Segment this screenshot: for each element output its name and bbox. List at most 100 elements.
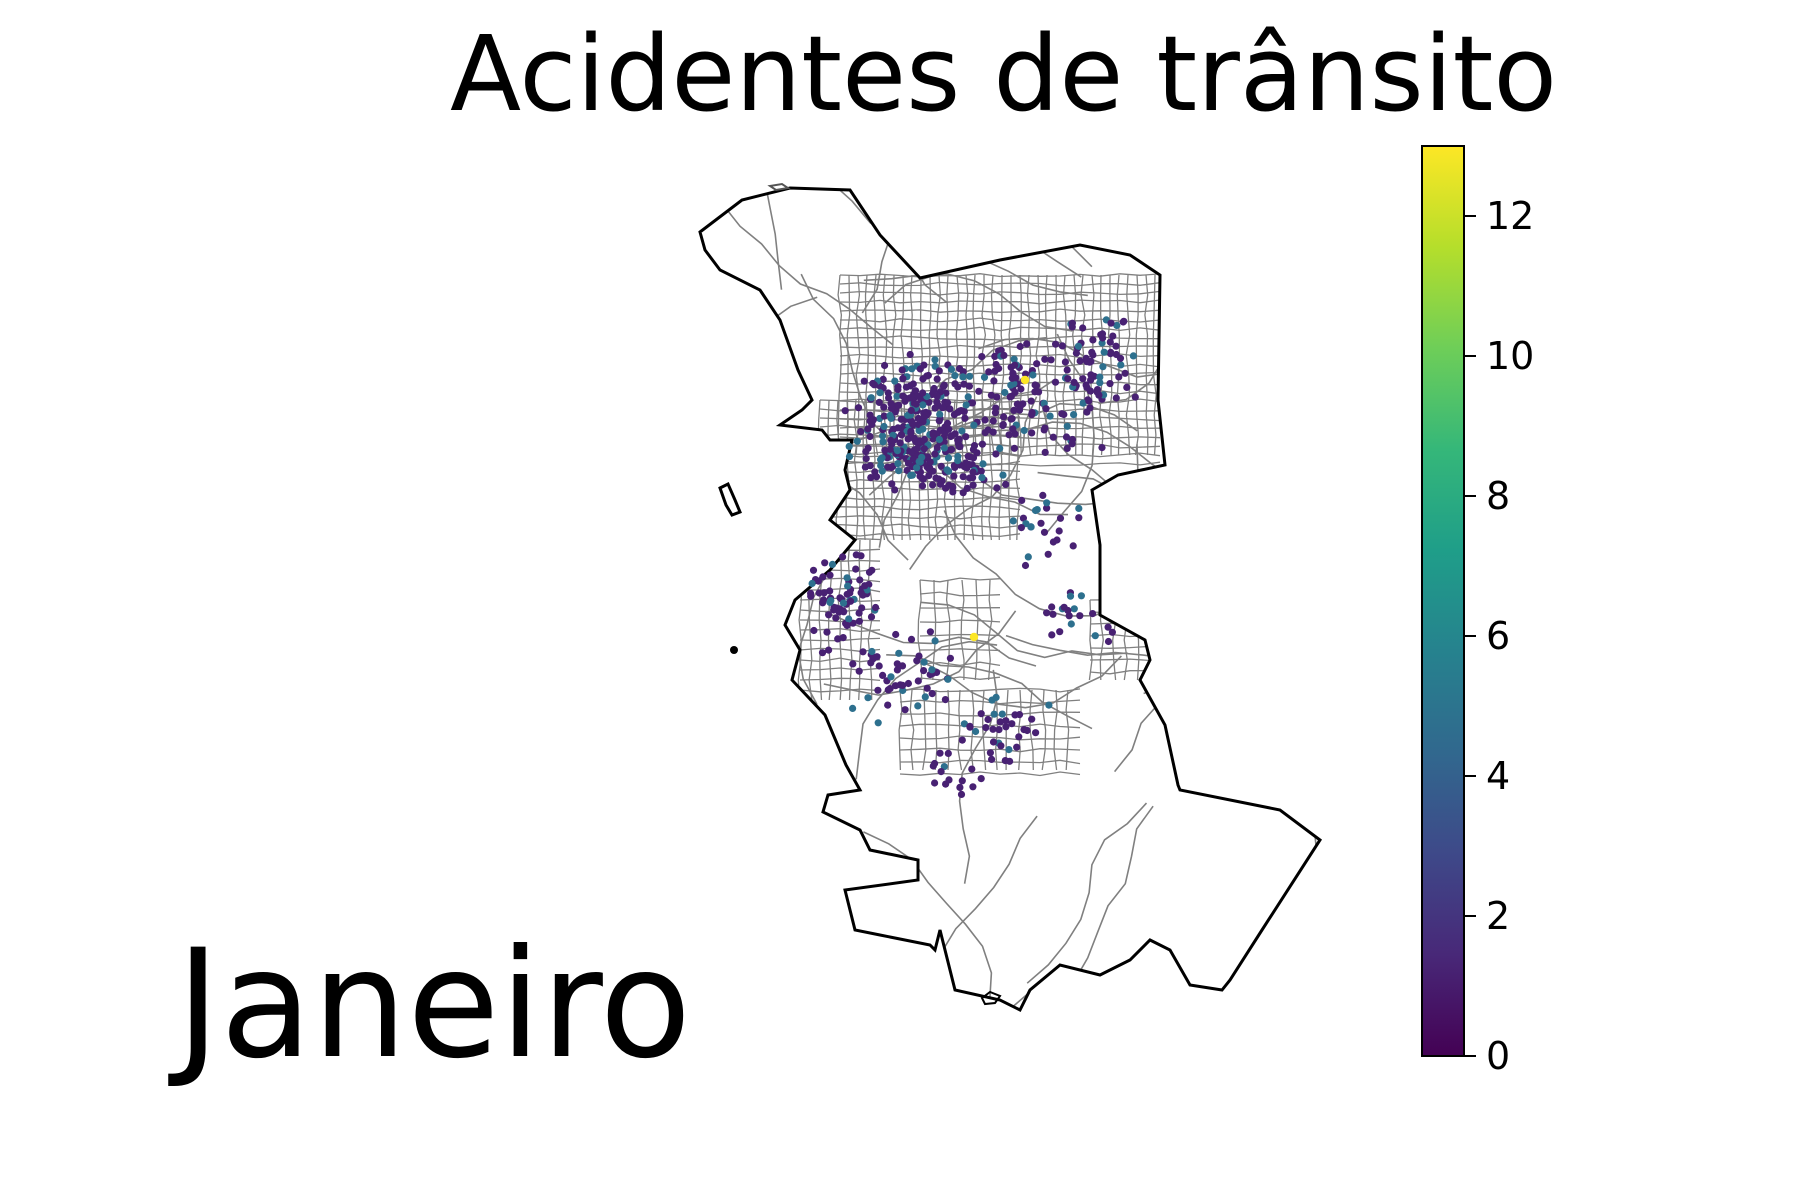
accident-point (1007, 415, 1015, 423)
accident-point (1060, 410, 1068, 419)
accident-point (853, 437, 861, 445)
accident-point (978, 353, 986, 361)
accident-point (937, 462, 945, 470)
accident-point (1043, 609, 1051, 617)
accident-point (944, 749, 952, 758)
accident-point (951, 463, 959, 471)
accident-point (1000, 351, 1008, 359)
accident-point (984, 715, 992, 724)
accident-point (1129, 352, 1137, 360)
accident-point (919, 418, 927, 426)
accident-points (807, 316, 1139, 799)
accident-point (1131, 393, 1139, 401)
accident-point (1028, 715, 1036, 723)
accident-point (895, 467, 903, 475)
accident-point (894, 386, 902, 394)
accident-point (1055, 527, 1063, 535)
road (960, 579, 965, 681)
road (1053, 689, 1058, 771)
road (924, 655, 1122, 709)
accident-point (999, 471, 1007, 479)
island-bottom (980, 990, 1002, 1006)
accident-point (887, 463, 896, 472)
accident-point (828, 560, 837, 569)
accident-point (1021, 561, 1030, 570)
accident-point (935, 417, 943, 425)
accident-point (1123, 383, 1131, 391)
accident-point (961, 414, 969, 422)
accident-point (959, 373, 967, 381)
accident-point (880, 422, 888, 431)
accident-point (819, 573, 827, 581)
road (837, 539, 843, 701)
accident-point (908, 418, 916, 426)
accident-point (919, 401, 927, 409)
road (1149, 350, 1289, 498)
accident-point (990, 377, 998, 385)
accident-point (862, 455, 870, 463)
accident-point (1121, 369, 1129, 377)
accident-point (965, 382, 974, 390)
accident-point (969, 481, 977, 489)
accident-point (872, 603, 880, 612)
accident-point (944, 399, 952, 407)
accident-point (940, 444, 949, 452)
accident-point (1046, 412, 1054, 420)
road (839, 308, 1161, 314)
accident-point (980, 373, 989, 381)
accident-point (1006, 393, 1014, 401)
accident-point (947, 365, 956, 373)
accident-point (992, 693, 1000, 702)
accident-point (931, 404, 939, 412)
road (799, 677, 881, 682)
accident-point (919, 375, 927, 383)
accident-point (993, 393, 1001, 401)
accident-point (854, 404, 863, 412)
accident-point (931, 356, 939, 364)
accident-point (899, 375, 907, 383)
accident-point (886, 411, 894, 420)
accident-point (989, 738, 998, 746)
accident-point (1037, 519, 1045, 527)
accident-point (943, 419, 952, 427)
accident-point (946, 654, 955, 662)
road (942, 188, 1104, 227)
accident-point (875, 662, 883, 670)
accident-point (907, 635, 916, 644)
accident-point (808, 579, 816, 588)
accident-point (893, 392, 901, 400)
accident-point (1104, 637, 1113, 646)
accident-point (914, 677, 922, 685)
accident-point (1072, 349, 1080, 357)
accident-point (969, 632, 979, 642)
accident-point (942, 484, 950, 492)
accident-point (861, 582, 869, 590)
accident-point (1023, 340, 1031, 348)
accident-point (1016, 342, 1024, 351)
accident-point (930, 384, 938, 393)
road (894, 973, 1058, 1010)
accident-point (1107, 348, 1115, 356)
accident-point (964, 393, 972, 401)
road (1123, 599, 1128, 681)
accident-point (874, 719, 882, 727)
accident-point (807, 592, 815, 600)
accident-point (1096, 379, 1104, 387)
road (891, 274, 897, 456)
accident-point (909, 455, 918, 463)
road (753, 188, 783, 290)
island-left (718, 481, 742, 517)
accident-point (940, 381, 948, 389)
accident-point (881, 361, 889, 370)
accident-point (1024, 553, 1032, 561)
accident-point (1062, 433, 1071, 441)
accident-point (1002, 717, 1010, 725)
accident-point (958, 427, 966, 435)
accident-point (1043, 499, 1051, 507)
road (1135, 599, 1140, 681)
accident-point (1089, 610, 1097, 618)
island-top (767, 182, 791, 192)
colorbar-tick-label: 2 (1486, 894, 1510, 938)
accident-point (849, 704, 857, 713)
accident-point (1052, 340, 1060, 348)
